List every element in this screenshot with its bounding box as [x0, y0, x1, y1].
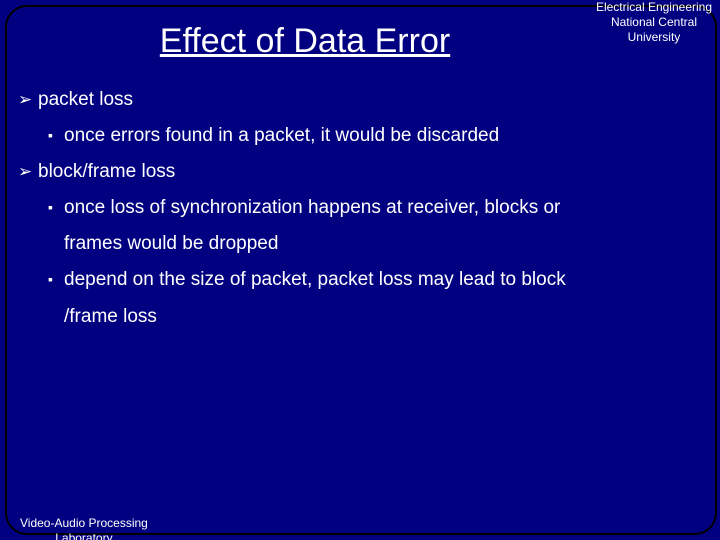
bullet-lvl2: once errors found in a packet, it would …: [48, 118, 702, 154]
bullet-text: frames would be dropped: [64, 233, 278, 254]
footer-line-1: Video-Audio Processing: [20, 516, 148, 531]
bullet-lvl1: packet loss: [18, 82, 702, 118]
bullet-text: packet loss: [38, 89, 133, 110]
bullet-text: once errors found in a packet, it would …: [64, 125, 499, 146]
slide: Electrical Engineering National Central …: [0, 0, 720, 540]
slide-title-container: Effect of Data Error: [0, 22, 720, 61]
footer: Video-Audio Processing Laboratory: [20, 516, 148, 540]
slide-title: Effect of Data Error: [160, 22, 450, 61]
footer-line-2: Laboratory: [20, 531, 148, 540]
bullet-text: once loss of synchronization happens at …: [64, 197, 560, 218]
bullet-text: /frame loss: [64, 306, 157, 327]
bullet-lvl2-cont: /frame loss: [64, 299, 702, 335]
bullet-lvl2-cont: frames would be dropped: [64, 226, 702, 262]
bullet-lvl2: once loss of synchronization happens at …: [48, 190, 702, 226]
org-line-1: Electrical Engineering: [596, 0, 712, 15]
bullet-lvl2: depend on the size of packet, packet los…: [48, 262, 702, 298]
bullet-text: block/frame loss: [38, 161, 175, 182]
bullet-lvl1: block/frame loss: [18, 154, 702, 190]
bullet-text: depend on the size of packet, packet los…: [64, 269, 566, 290]
slide-content: packet loss once errors found in a packe…: [18, 82, 702, 335]
